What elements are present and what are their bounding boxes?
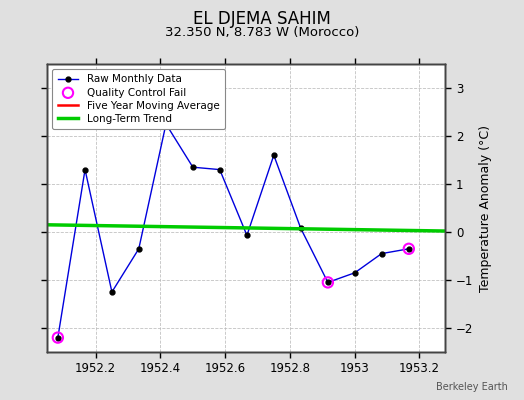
Quality Control Fail — [405, 246, 413, 252]
Text: 32.350 N, 8.783 W (Morocco): 32.350 N, 8.783 W (Morocco) — [165, 26, 359, 39]
Y-axis label: Temperature Anomaly (°C): Temperature Anomaly (°C) — [479, 124, 492, 292]
Quality Control Fail — [324, 279, 332, 286]
Line: Raw Monthly Data: Raw Monthly Data — [56, 122, 411, 340]
Raw Monthly Data — [216, 167, 223, 172]
Raw Monthly Data — [352, 270, 358, 275]
Legend: Raw Monthly Data, Quality Control Fail, Five Year Moving Average, Long-Term Tren: Raw Monthly Data, Quality Control Fail, … — [52, 69, 225, 129]
Text: EL DJEMA SAHIM: EL DJEMA SAHIM — [193, 10, 331, 28]
Raw Monthly Data — [271, 153, 277, 158]
Quality Control Fail — [53, 334, 62, 341]
Raw Monthly Data — [298, 226, 304, 230]
Raw Monthly Data — [406, 246, 412, 251]
Raw Monthly Data — [190, 165, 196, 170]
Raw Monthly Data — [325, 280, 331, 285]
Raw Monthly Data — [244, 233, 250, 238]
Raw Monthly Data — [54, 335, 61, 340]
Raw Monthly Data — [136, 246, 142, 251]
Raw Monthly Data — [109, 290, 115, 294]
Text: Berkeley Earth: Berkeley Earth — [436, 382, 508, 392]
Raw Monthly Data — [82, 167, 88, 172]
Raw Monthly Data — [378, 251, 385, 256]
Raw Monthly Data — [163, 122, 169, 126]
